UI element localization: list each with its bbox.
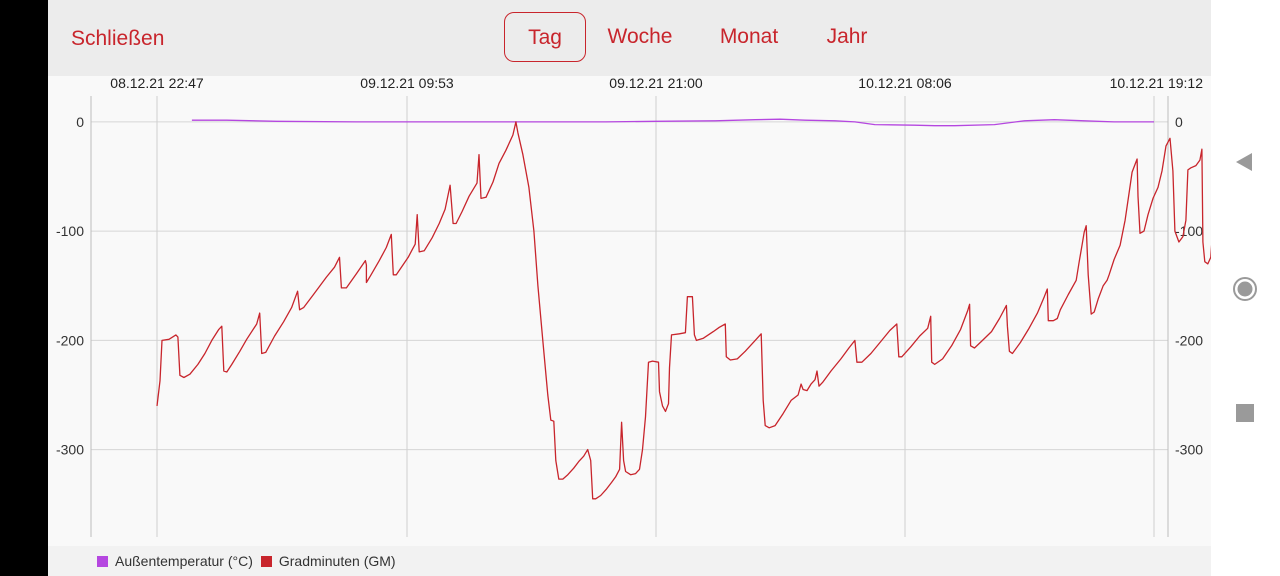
legend: Außentemperatur (°C) Gradminuten (GM)	[97, 553, 404, 569]
legend-swatch-degree-minutes	[260, 555, 272, 567]
x-tick-label: 09.12.21 21:00	[609, 76, 703, 91]
legend-swatch-outdoor-temp	[97, 555, 108, 567]
x-tick-label: 10.12.21 08:06	[858, 76, 952, 91]
series-line-1	[156, 121, 1211, 500]
chart-area: 0 0 -100 -100 -200 -200 -300 -300 08.12.21 22:47…	[48, 76, 1211, 546]
y-tick-label-left: 0	[76, 114, 84, 130]
y-tick-label-right: -300	[1175, 442, 1203, 458]
chart: 0 0 -100 -100 -200 -200 -300 -300 08.12.21 22:47…	[56, 76, 1211, 537]
y-tick-label-left: -200	[56, 332, 84, 348]
series-line-0	[191, 118, 1154, 127]
x-tick-label: 09.12.21 09:53	[360, 76, 454, 91]
app-window: Schließen Tag Woche Monat Jahr 0 0 -100 -10…	[48, 0, 1211, 576]
y-tick-label-right: -100	[1175, 223, 1203, 239]
legend-label-degree-minutes: Gradminuten (GM)	[278, 553, 396, 569]
legend-label-outdoor-temp: Außentemperatur (°C)	[115, 553, 253, 569]
y-tick-label-left: -300	[56, 442, 84, 458]
legend-item-outdoor-temp: Außentemperatur (°C)	[97, 553, 253, 569]
close-button[interactable]: Schließen	[71, 27, 165, 50]
tab-week[interactable]: Woche	[607, 25, 673, 48]
tab-day[interactable]: Tag	[504, 12, 586, 62]
legend-item-degree-minutes: Gradminuten (GM)	[260, 553, 396, 569]
tab-year[interactable]: Jahr	[826, 25, 868, 48]
tab-month[interactable]: Monat	[719, 25, 779, 48]
y-tick-label-right: 0	[1175, 114, 1183, 130]
x-tick-label: 08.12.21 22:47	[110, 76, 204, 91]
left-screen-edge	[0, 0, 48, 576]
recent-square-icon[interactable]	[1236, 404, 1254, 422]
top-bar: Schließen Tag Woche Monat Jahr	[48, 0, 1211, 76]
y-tick-label-left: -100	[56, 223, 84, 239]
home-circle-icon[interactable]	[1232, 276, 1258, 302]
back-triangle-icon[interactable]	[1232, 150, 1256, 174]
y-tick-label-right: -200	[1175, 332, 1203, 348]
x-tick-label: 10.12.21 19:12	[1110, 76, 1204, 91]
